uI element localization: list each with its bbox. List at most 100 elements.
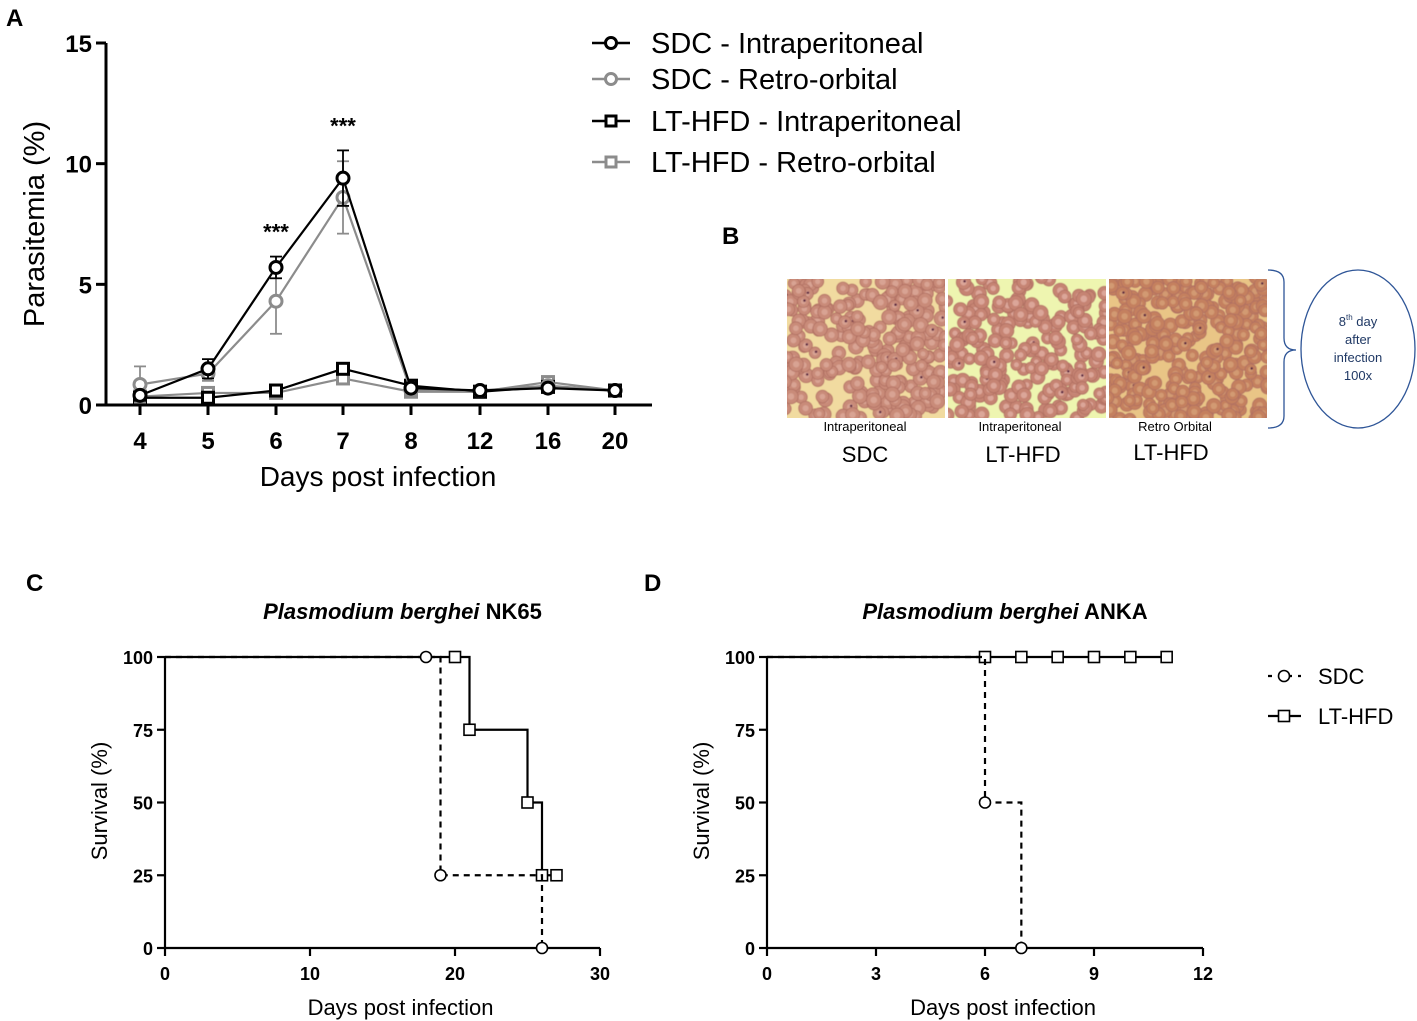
red-blood-cell-center: [1028, 301, 1036, 308]
red-blood-cell-center: [1139, 365, 1146, 372]
red-blood-cell-center: [978, 311, 984, 318]
red-blood-cell-center: [1229, 306, 1236, 314]
red-blood-cell-center: [1095, 350, 1103, 358]
bracket-shape: [1267, 269, 1297, 429]
red-blood-cell-center: [978, 298, 985, 305]
red-blood-cell: [975, 279, 988, 286]
red-blood-cell-center: [941, 342, 945, 348]
red-blood-cell-center: [1032, 318, 1039, 325]
legend-d-item-lt-hfd: LT-HFD: [1268, 704, 1393, 729]
parasite-dot: [963, 279, 966, 283]
red-blood-cell-center: [1079, 385, 1085, 391]
chart-a-line-sdc-intraperitoneal: [139, 175, 616, 397]
red-blood-cell-center: [870, 331, 877, 338]
red-blood-cell-center: [990, 316, 997, 323]
red-blood-cell-center: [1038, 350, 1045, 357]
image-3-diet-label: LT-HFD: [1133, 440, 1208, 465]
red-blood-cell-center: [821, 308, 828, 316]
chart-d-x-tick-label: 9: [1089, 964, 1099, 984]
chart-d-legend: SDC LT-HFD: [1268, 664, 1393, 729]
red-blood-cell-center: [1020, 391, 1028, 399]
red-blood-cell-center: [1130, 298, 1137, 305]
chart-c-x-tick-label: 30: [590, 964, 610, 984]
red-blood-cell-center: [938, 315, 945, 322]
red-blood-cell-center: [890, 379, 897, 387]
red-blood-cell-center: [1035, 414, 1041, 418]
red-blood-cell-center: [1058, 405, 1064, 411]
parasite-dot: [805, 373, 809, 376]
parasite-dot: [1198, 326, 1202, 330]
red-blood-cell-center: [921, 297, 929, 304]
red-blood-cell-center: [948, 354, 955, 361]
red-blood-cell-center: [1210, 402, 1218, 410]
red-blood-cell-center: [1227, 317, 1234, 324]
red-blood-cell-center: [948, 298, 950, 304]
red-blood-cell-center: [906, 334, 912, 340]
chart-a-legend: SDC - Intraperitoneal SDC - Retro-orbital…: [592, 28, 962, 179]
red-blood-cell-center: [1145, 388, 1153, 396]
red-blood-cell-center: [906, 354, 913, 361]
chart-d-x-tick-label: 0: [762, 964, 772, 984]
red-blood-cell-center: [1013, 404, 1020, 410]
red-blood-cell-center: [1167, 322, 1174, 329]
red-blood-cell-center: [907, 300, 915, 307]
red-blood-cell-center: [870, 396, 878, 404]
chart-a-point-circle: [268, 259, 284, 275]
red-blood-cell-center: [1109, 395, 1111, 401]
parasite-dot: [957, 361, 961, 365]
legend-item-lt-hfd-retro-orbital: LT-HFD - Retro-orbital: [592, 147, 936, 179]
red-blood-cell-center: [842, 319, 848, 325]
red-blood-cell-center: [1111, 311, 1118, 318]
red-blood-cell-center: [901, 321, 908, 328]
red-blood-cell-center: [819, 393, 826, 400]
red-blood-cell-center: [792, 360, 800, 368]
red-blood-cell-center: [903, 279, 910, 284]
red-blood-cell-center: [1179, 388, 1186, 395]
red-blood-cell-center: [917, 375, 924, 382]
note-day: 8th day: [1339, 313, 1378, 329]
chart-c-y-tick-label: 75: [133, 721, 153, 741]
image-1-diet-label: SDC: [842, 442, 889, 467]
chart-a-x-tick-label: 5: [201, 428, 214, 455]
red-blood-cell-center: [1187, 373, 1194, 379]
red-blood-cell-center: [996, 299, 1003, 306]
red-blood-cell-center: [1076, 310, 1082, 315]
red-blood-cell-center: [1208, 308, 1215, 316]
parasite-dot: [1122, 291, 1125, 294]
red-blood-cell-center: [1204, 359, 1210, 366]
red-blood-cell-center: [1003, 340, 1009, 346]
panel-letter-b: B: [722, 223, 739, 250]
note-infection: infection: [1334, 350, 1382, 365]
chart-d-y-tick-label: 25: [735, 866, 755, 886]
red-blood-cell-center: [948, 386, 953, 393]
chart-d-x-tick-label: 3: [871, 964, 881, 984]
chart-c-x-axis-title: Days post infection: [308, 995, 494, 1020]
red-blood-cell-center: [1037, 309, 1044, 317]
chart-c-censor-circle: [419, 650, 433, 664]
parasite-dot: [849, 404, 853, 408]
parasite-dot: [920, 375, 923, 379]
red-blood-cell-center: [910, 365, 917, 372]
red-blood-cell-center: [983, 370, 989, 376]
parasite-dot: [806, 291, 810, 295]
red-blood-cell-center: [829, 369, 835, 375]
red-blood-cell-center: [849, 411, 856, 418]
red-blood-cell-center: [1111, 387, 1118, 394]
red-blood-cell-center: [845, 361, 853, 368]
red-blood-cell-center: [1121, 313, 1128, 320]
parasite-dot: [1250, 367, 1253, 370]
red-blood-cell-center: [979, 279, 985, 282]
chart-a-parasitemia: 0 5 10 15 4 5 6 7 8 12 16 20 Days post infection Para…: [19, 31, 652, 492]
red-blood-cell-center: [1193, 310, 1200, 317]
chart-a-point-square: [201, 390, 215, 405]
red-blood-cell-center: [1248, 348, 1254, 355]
red-blood-cell-center: [1158, 392, 1164, 398]
red-blood-cell-center: [877, 299, 884, 306]
red-blood-cell-center: [1109, 320, 1114, 327]
red-blood-cell-center: [1012, 299, 1019, 307]
red-blood-cell-center: [1162, 340, 1169, 347]
red-blood-cell-center: [920, 351, 926, 357]
chart-a-point-circle: [268, 293, 284, 309]
red-blood-cell-center: [952, 330, 958, 336]
red-blood-cell-center: [879, 364, 885, 370]
